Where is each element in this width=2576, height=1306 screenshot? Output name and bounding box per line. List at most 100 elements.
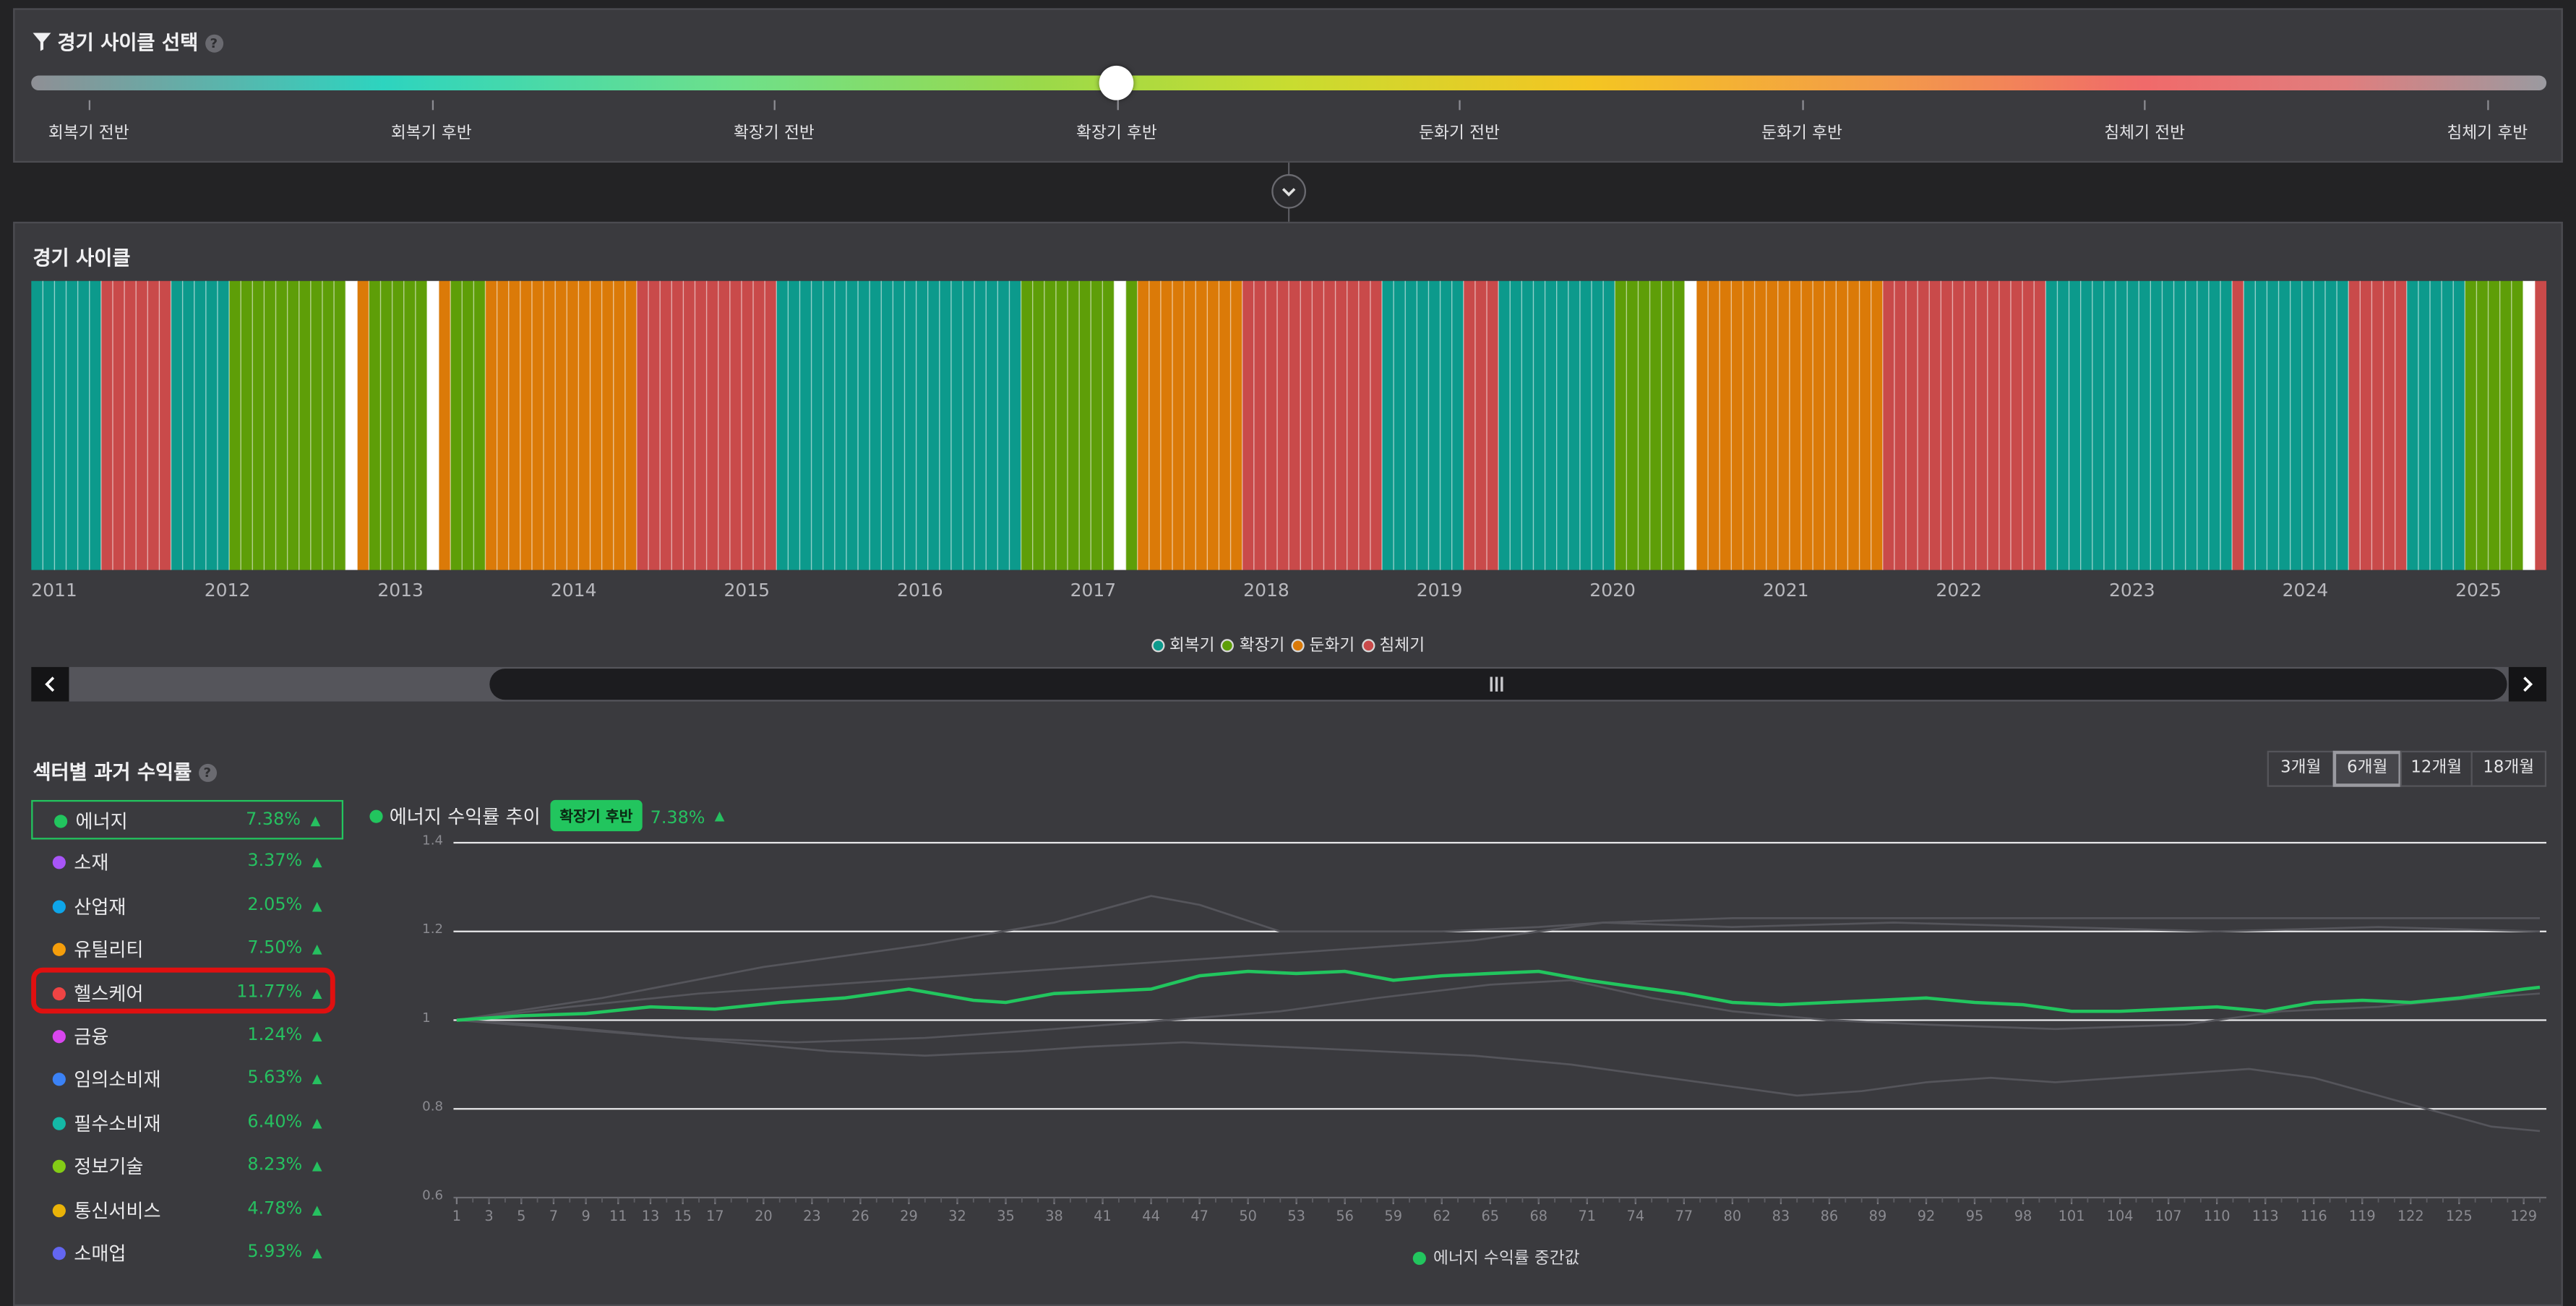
- legend-item-r[interactable]: 회복기: [1151, 637, 1215, 656]
- phase-label-5[interactable]: 둔화기 후반: [1761, 124, 1842, 143]
- cycle-slider-handle[interactable]: [1099, 65, 1134, 100]
- cycle-month-bar: [1592, 280, 1604, 570]
- scroll-thumb[interactable]: [489, 669, 2507, 700]
- sector-dot: [52, 1247, 66, 1260]
- legend-item-e[interactable]: 확장기: [1221, 637, 1285, 656]
- x-tick-label: 56: [1336, 1208, 1354, 1224]
- scroll-left-button[interactable]: [31, 666, 69, 702]
- highlight-annotation: [31, 966, 335, 1013]
- legend-dot: [1413, 1251, 1427, 1266]
- scroll-right-button[interactable]: [2508, 666, 2547, 702]
- cycle-month-bar: [1289, 280, 1301, 570]
- cycle-slider-track[interactable]: [31, 75, 2547, 91]
- cycle-month-bar: [1743, 280, 1755, 570]
- x-tick-label: 9: [581, 1208, 590, 1224]
- x-tick-label: 7: [549, 1208, 558, 1224]
- x-tick-label: 20: [755, 1208, 773, 1224]
- cycle-month-bar: [2232, 280, 2244, 570]
- sector-dot: [52, 1030, 66, 1044]
- cycle-month-bar: [1941, 280, 1953, 570]
- cycle-month-bar: [322, 280, 335, 570]
- sector-item[interactable]: 헬스케어 11.77%: [31, 974, 343, 1013]
- up-arrow-icon: [714, 811, 724, 822]
- cycle-month-bar: [834, 280, 847, 570]
- legend-label: 침체기: [1379, 637, 1425, 656]
- sector-dot: [52, 1160, 66, 1174]
- cycle-month-bar: [310, 280, 323, 570]
- x-tick-label: 23: [803, 1208, 821, 1224]
- cycle-month-bar: [1696, 280, 1709, 570]
- cycle-month-bar: [1091, 280, 1103, 570]
- cycle-month-bar: [2267, 280, 2279, 570]
- legend-label: 확장기: [1239, 637, 1285, 656]
- cycle-month-bar: [2116, 280, 2128, 570]
- phase-tick: [2487, 100, 2489, 111]
- sector-item[interactable]: 정보기술 8.23%: [31, 1147, 343, 1187]
- grip-icon: [1490, 676, 1503, 692]
- sector-item[interactable]: 통신서비스 4.78%: [31, 1190, 343, 1230]
- cycle-month-bar: [974, 280, 987, 570]
- cycle-month-bar: [1579, 280, 1592, 570]
- sector-item[interactable]: 유틸리티 7.50%: [31, 930, 343, 970]
- cycle-month-bar: [1801, 280, 1813, 570]
- legend-label: 둔화기: [1309, 637, 1355, 656]
- cycle-month-bar: [1918, 280, 1930, 570]
- legend-item-c[interactable]: 침체기: [1361, 637, 1425, 656]
- sector-item[interactable]: 금융 1.24%: [31, 1017, 343, 1057]
- legend-item-s[interactable]: 둔화기: [1291, 637, 1355, 656]
- period-button-3[interactable]: 18개월: [2470, 750, 2547, 787]
- cycle-month-bar: [776, 280, 789, 570]
- sector-item[interactable]: 소재 3.37%: [31, 843, 343, 883]
- cycle-month-bar: [2371, 280, 2384, 570]
- cycle-month-bar: [881, 280, 893, 570]
- cycle-month-bar: [485, 280, 497, 570]
- cycle-month-bar: [1673, 280, 1686, 570]
- phase-label-1[interactable]: 회복기 후반: [390, 124, 472, 143]
- phase-label-7[interactable]: 침체기 후반: [2447, 124, 2528, 143]
- expand-toggle-button[interactable]: [1271, 173, 1307, 209]
- cycle-month-bar: [893, 280, 905, 570]
- question-circle-icon[interactable]: ?: [205, 34, 223, 53]
- sector-item[interactable]: 에너지 7.38%: [31, 799, 344, 840]
- cycle-month-bar: [473, 280, 486, 570]
- cycle-month-bar: [2010, 280, 2023, 570]
- sector-item[interactable]: 소매업 5.93%: [31, 1234, 343, 1273]
- legend-dot: [1291, 639, 1305, 653]
- cycle-timeline: [31, 280, 2547, 570]
- cycle-month-bar: [1114, 280, 1126, 570]
- phase-label-6[interactable]: 침체기 전반: [2104, 124, 2186, 143]
- cycle-month-bar: [2080, 280, 2092, 570]
- cycle-month-bar: [1300, 280, 1313, 570]
- period-button-0[interactable]: 3개월: [2267, 750, 2335, 787]
- sector-item[interactable]: 산업재 2.05%: [31, 887, 343, 927]
- cycle-month-bar: [590, 280, 602, 570]
- x-tick-label: 116: [2301, 1208, 2327, 1224]
- cycle-month-bar: [369, 280, 381, 570]
- cycle-month-bar: [147, 280, 160, 570]
- cycle-month-bar: [159, 280, 171, 570]
- phase-label-0[interactable]: 회복기 전반: [48, 124, 129, 143]
- x-tick-label: 95: [1966, 1208, 1984, 1224]
- x-tick-label: 1: [453, 1208, 461, 1224]
- phase-label-3[interactable]: 확장기 후반: [1076, 124, 1157, 143]
- sector-item[interactable]: 필수소비재 6.40%: [31, 1104, 343, 1143]
- cycle-month-bar: [1626, 280, 1639, 570]
- phase-label-4[interactable]: 둔화기 전반: [1419, 124, 1500, 143]
- cycle-month-bar: [601, 280, 614, 570]
- x-tick-label: 47: [1190, 1208, 1208, 1224]
- period-button-2[interactable]: 12개월: [2400, 750, 2473, 787]
- period-button-1[interactable]: 6개월: [2332, 750, 2403, 787]
- cycle-month-bar: [823, 280, 835, 570]
- cycle-month-bar: [858, 280, 870, 570]
- x-tick-label: 98: [2014, 1208, 2032, 1224]
- x-tick-label: 83: [1772, 1208, 1790, 1224]
- cycle-month-bar: [2255, 280, 2267, 570]
- cycle-month-bar: [1521, 280, 1534, 570]
- cycle-month-bar: [2499, 280, 2512, 570]
- sector-item[interactable]: 임의소비재 5.63%: [31, 1060, 343, 1100]
- up-arrow-icon: [312, 988, 322, 999]
- cycle-month-bar: [1265, 280, 1278, 570]
- phase-label-2[interactable]: 확장기 전반: [733, 124, 815, 143]
- question-circle-icon[interactable]: ?: [198, 763, 217, 782]
- cycle-month-bar: [54, 280, 66, 570]
